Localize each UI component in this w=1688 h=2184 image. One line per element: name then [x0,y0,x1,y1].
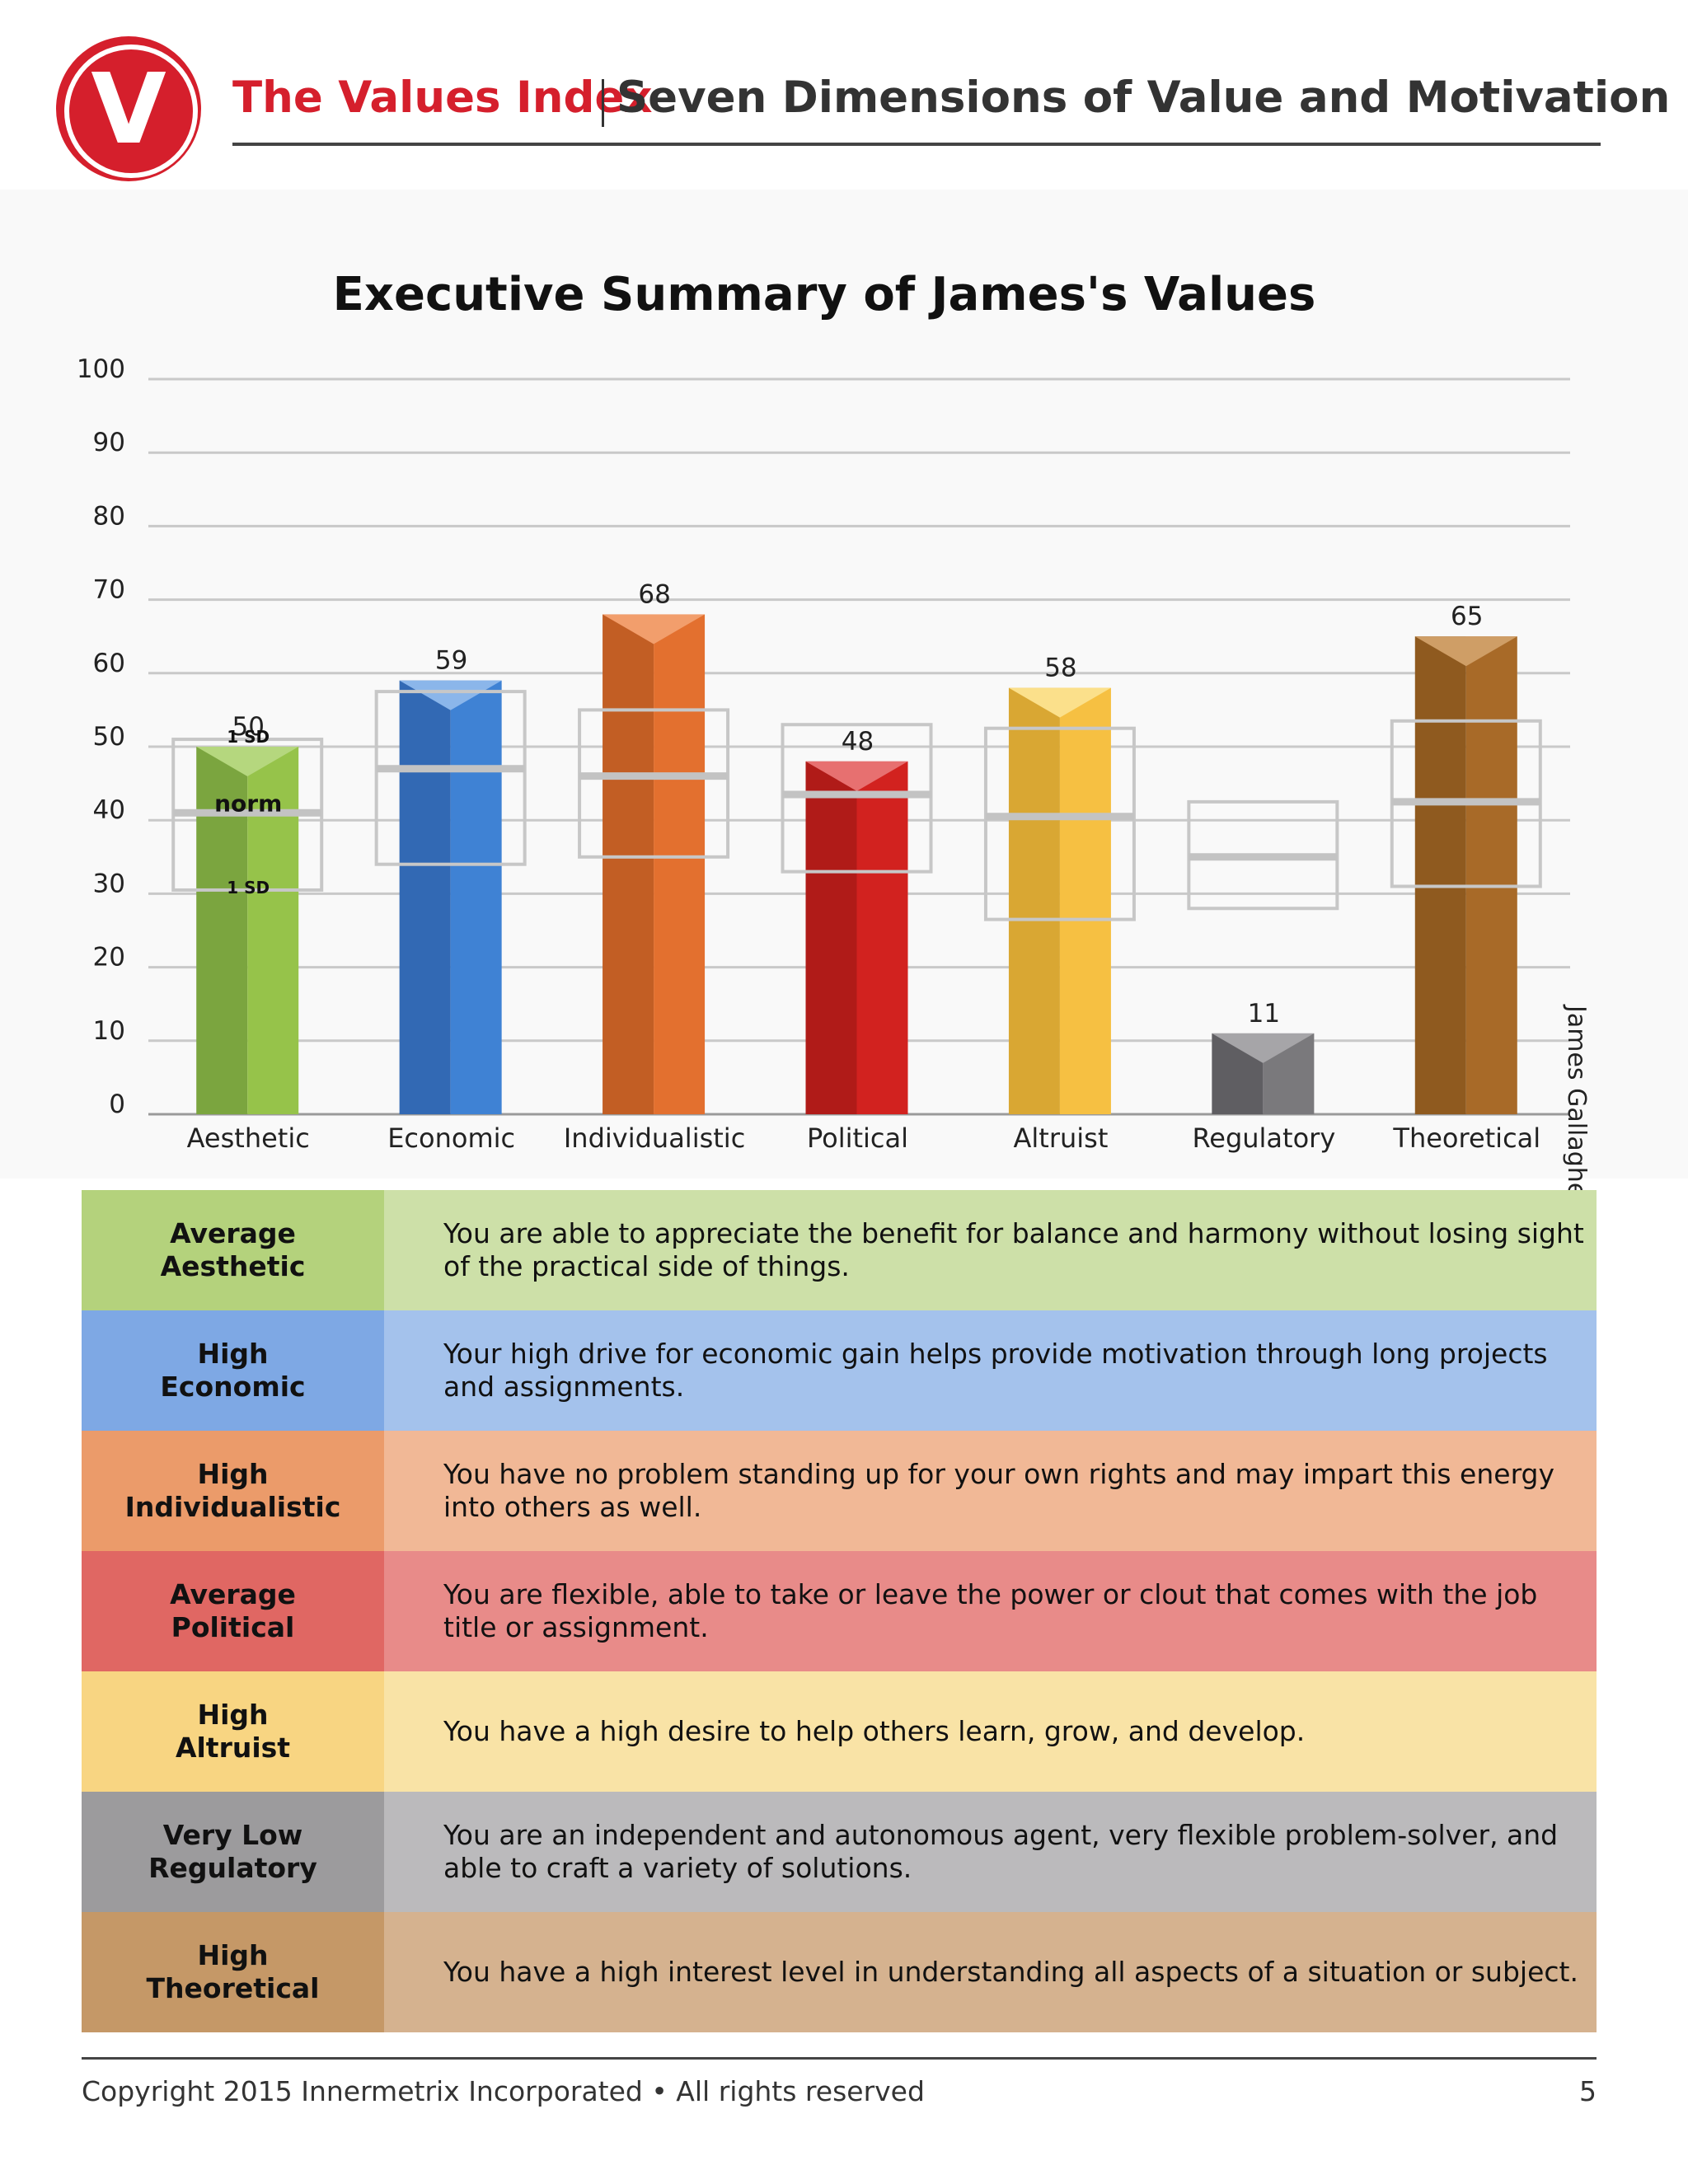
y-tick-label: 40 [93,795,125,825]
value-description-row: Very Low Regulatory You are an independen… [82,1792,1597,1912]
bar-top-cap [603,614,706,644]
norm-range-box [374,690,527,866]
bar-top-cap [1414,636,1517,667]
bar-top-cap [805,761,908,791]
copyright-text: Copyright 2015 Innermetrix Incorporated … [82,2075,925,2107]
sd-upper-label: 1 SD [227,727,270,747]
y-tick-label: 20 [93,943,125,972]
norm-range-box [578,708,730,859]
bar-right-face [247,747,299,1114]
x-category-label: Economic [387,1122,515,1154]
bar-top-cap [196,747,299,776]
logo-letter: V [91,52,166,166]
x-category-label: Individualistic [564,1122,745,1154]
page-number: 5 [1579,2075,1597,2107]
y-tick-label: 80 [93,501,125,531]
norm-range-box [983,726,1136,921]
footer-divider [82,2057,1597,2060]
bar-top-cap [399,680,502,710]
value-description-row: High Economic Your high drive for economi… [82,1310,1597,1431]
value-description-text: You have a high interest level in unders… [384,1912,1597,2032]
value-description-row: High Individualistic You have no problem … [82,1431,1597,1551]
value-description-text: You have a high desire to help others le… [384,1671,1597,1792]
bar-top-cap [1212,1033,1315,1063]
value-level-label: Very Low Regulatory [82,1792,384,1912]
bar-right-face [450,680,502,1114]
value-description-text: You have no problem standing up for your… [384,1431,1597,1551]
bar-top-cap [1008,687,1111,718]
y-tick-label: 70 [93,575,125,605]
y-tick-label: 0 [109,1090,125,1119]
bar-left-face [1414,636,1466,1114]
x-category-label: Regulatory [1192,1122,1335,1154]
respondent-name: James Gallagher [1562,1005,1591,1208]
brand-title: The Values Index [232,73,653,123]
value-description-text: Your high drive for economic gain helps … [384,1310,1597,1431]
value-level-label: High Individualistic [82,1431,384,1551]
bar-value-label: 65 [1451,602,1483,631]
x-category-label: Political [807,1122,908,1154]
value-description-row: Average Political You are flexible, able … [82,1551,1597,1671]
bar-left-face [805,761,857,1114]
brand-tagline: Seven Dimensions of Value and Motivation [617,73,1671,123]
value-level-label: High Theoretical [82,1912,384,2032]
value-description-row: Average Aesthetic You are able to appreci… [82,1190,1597,1310]
value-description-row: High Altruist You have a high desire to h… [82,1671,1597,1792]
values-bar-chart: 0 10 20 30 40 50 60 70 80 90 100 50 Aesthetic 1 SD nor… [77,354,1570,1154]
values-description-table: Average Aesthetic You are able to appreci… [82,1190,1597,2032]
bar-left-face [196,747,248,1114]
y-tick-label: 60 [93,649,125,678]
y-tick-label: 30 [93,869,125,898]
bar-left-face [399,680,451,1114]
bar-right-face [856,761,908,1114]
x-category-label: Altruist [1013,1122,1108,1154]
bar-right-face [1465,636,1517,1114]
page-header: V The Values Index Seven Dimensions of V… [0,0,1688,190]
bar-right-face [654,614,706,1114]
bar-value-label: 68 [638,579,670,609]
bar-left-face [1008,687,1060,1114]
value-description-row: High Theoretical You have a high interest… [82,1912,1597,2032]
bar-value-label: 58 [1044,654,1076,683]
bar-value-label: 48 [842,727,874,757]
sd-lower-label: 1 SD [227,878,270,898]
value-level-label: High Altruist [82,1671,384,1792]
y-tick-label: 90 [93,428,125,457]
y-tick-label: 50 [93,722,125,752]
value-level-label: Average Political [82,1551,384,1671]
norm-label: norm [214,790,282,817]
value-description-text: You are an independent and autonomous ag… [384,1792,1597,1912]
value-description-text: You are flexible, able to take or leave … [384,1551,1597,1671]
bar-left-face [603,614,654,1114]
x-category-label: Theoretical [1392,1122,1540,1154]
y-tick-label: 100 [77,354,125,384]
values-index-logo: V [56,36,201,181]
bar-value-label: 50 [232,712,264,742]
bar-value-label: 11 [1248,999,1280,1029]
value-level-label: High Economic [82,1310,384,1431]
header-divider [232,143,1601,146]
logo-ring [64,45,198,178]
x-category-label: Aesthetic [187,1122,310,1154]
y-tick-label: 10 [93,1016,125,1046]
value-level-label: Average Aesthetic [82,1190,384,1310]
bar-value-label: 59 [435,646,467,676]
chart-title: Executive Summary of James's Values [332,268,1316,321]
bar-right-face [1059,687,1111,1114]
value-description-text: You are able to appreciate the benefit f… [384,1190,1597,1310]
title-separator [602,79,604,127]
